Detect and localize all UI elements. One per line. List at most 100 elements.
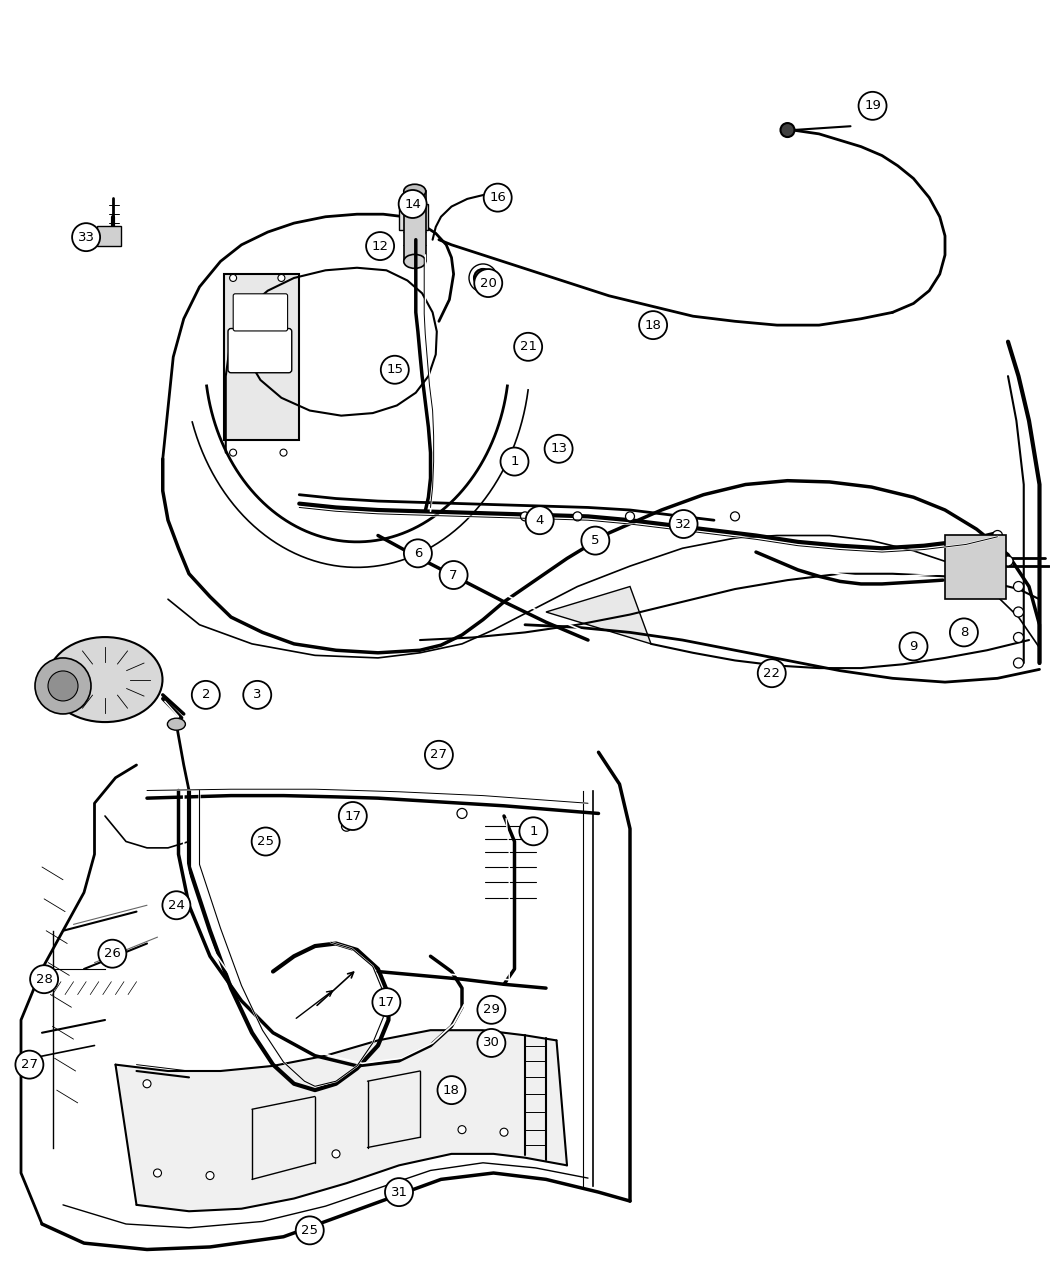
Circle shape <box>332 1150 340 1158</box>
Circle shape <box>244 681 271 709</box>
Circle shape <box>545 435 572 463</box>
Circle shape <box>484 184 511 212</box>
Circle shape <box>1003 556 1013 566</box>
Circle shape <box>500 1128 508 1136</box>
Bar <box>224 274 299 440</box>
Circle shape <box>1013 632 1024 643</box>
Polygon shape <box>546 586 651 644</box>
Circle shape <box>296 1216 323 1244</box>
Circle shape <box>440 561 467 589</box>
Ellipse shape <box>404 255 425 268</box>
Text: 9: 9 <box>909 640 918 653</box>
Circle shape <box>639 311 667 339</box>
Text: 1: 1 <box>510 455 519 468</box>
Text: 13: 13 <box>550 442 567 455</box>
Circle shape <box>780 124 795 136</box>
Circle shape <box>30 965 58 993</box>
Circle shape <box>520 817 547 845</box>
Text: 20: 20 <box>480 277 497 289</box>
Circle shape <box>900 632 927 660</box>
Circle shape <box>758 659 785 687</box>
Ellipse shape <box>47 638 163 722</box>
Ellipse shape <box>167 718 186 731</box>
Circle shape <box>143 1080 151 1088</box>
Circle shape <box>859 92 886 120</box>
Circle shape <box>478 996 505 1024</box>
Text: 4: 4 <box>536 514 544 527</box>
Circle shape <box>514 333 542 361</box>
Text: 22: 22 <box>763 667 780 680</box>
Bar <box>945 536 1006 599</box>
Circle shape <box>474 269 492 287</box>
Circle shape <box>992 530 1003 541</box>
Text: 26: 26 <box>104 947 121 960</box>
Text: 31: 31 <box>391 1186 407 1198</box>
Circle shape <box>501 448 528 476</box>
Circle shape <box>494 186 510 201</box>
Circle shape <box>1013 581 1024 592</box>
Text: 29: 29 <box>483 1003 500 1016</box>
Bar <box>404 191 425 261</box>
Circle shape <box>626 511 634 521</box>
Text: 24: 24 <box>168 899 185 912</box>
Text: 18: 18 <box>443 1084 460 1096</box>
Circle shape <box>404 539 432 567</box>
Circle shape <box>670 510 697 538</box>
Circle shape <box>192 681 219 709</box>
Text: 16: 16 <box>489 191 506 204</box>
Text: 33: 33 <box>78 231 94 244</box>
Circle shape <box>526 506 553 534</box>
Ellipse shape <box>404 185 425 198</box>
Circle shape <box>381 356 408 384</box>
Text: 21: 21 <box>520 340 537 353</box>
Circle shape <box>373 988 400 1016</box>
Circle shape <box>425 741 453 769</box>
Text: 25: 25 <box>257 835 274 848</box>
Circle shape <box>478 1029 505 1057</box>
Text: 18: 18 <box>645 319 662 332</box>
Circle shape <box>16 1051 43 1079</box>
Circle shape <box>230 274 236 282</box>
Circle shape <box>99 940 126 968</box>
Text: 17: 17 <box>378 996 395 1009</box>
Circle shape <box>475 269 502 297</box>
Circle shape <box>521 511 529 521</box>
Circle shape <box>230 449 236 456</box>
Circle shape <box>72 223 100 251</box>
Circle shape <box>582 527 609 555</box>
Text: 25: 25 <box>301 1224 318 1237</box>
Circle shape <box>678 511 687 521</box>
Text: 32: 32 <box>675 518 692 530</box>
Circle shape <box>153 1169 162 1177</box>
Text: 6: 6 <box>414 547 422 560</box>
Text: 7: 7 <box>449 569 458 581</box>
Text: 15: 15 <box>386 363 403 376</box>
Circle shape <box>341 821 352 831</box>
Text: 30: 30 <box>483 1037 500 1049</box>
Circle shape <box>399 190 426 218</box>
Text: 3: 3 <box>253 688 261 701</box>
Circle shape <box>731 511 739 521</box>
Circle shape <box>278 274 285 282</box>
Text: 19: 19 <box>864 99 881 112</box>
Text: 2: 2 <box>202 688 210 701</box>
Circle shape <box>280 449 287 456</box>
Polygon shape <box>116 1030 567 1211</box>
Circle shape <box>573 511 582 521</box>
Circle shape <box>1013 607 1024 617</box>
Polygon shape <box>97 226 121 246</box>
Text: 27: 27 <box>21 1058 38 1071</box>
Text: 17: 17 <box>344 810 361 822</box>
Circle shape <box>1013 658 1024 668</box>
Circle shape <box>438 1076 465 1104</box>
Circle shape <box>163 891 190 919</box>
Circle shape <box>206 1172 214 1179</box>
Text: 28: 28 <box>36 973 52 986</box>
Circle shape <box>35 658 91 714</box>
Text: 8: 8 <box>960 626 968 639</box>
Text: 12: 12 <box>372 240 388 252</box>
Text: 5: 5 <box>591 534 600 547</box>
Circle shape <box>457 808 467 819</box>
Circle shape <box>385 1178 413 1206</box>
Circle shape <box>458 1126 466 1133</box>
